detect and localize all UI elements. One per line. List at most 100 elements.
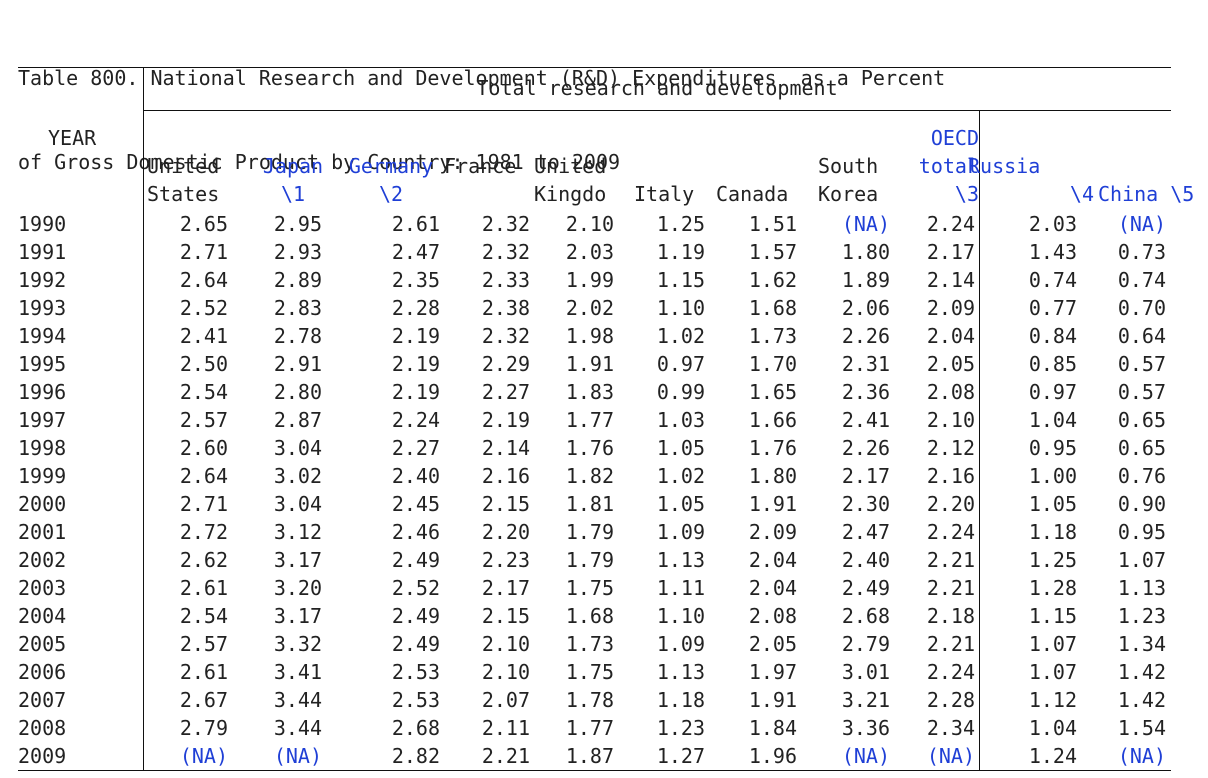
value-cell: 3.20 xyxy=(273,576,322,600)
value-cell: 0.99 xyxy=(656,380,705,404)
value-cell: 3.44 xyxy=(273,688,322,712)
value-cell: 1.80 xyxy=(841,240,890,264)
value-cell: 1.42 xyxy=(1117,660,1166,684)
value-cell: 1.42 xyxy=(1117,688,1166,712)
value-cell: 2.54 xyxy=(179,604,228,628)
na-link-cell[interactable]: (NA) xyxy=(926,744,975,768)
value-cell: 1.80 xyxy=(748,464,797,488)
column-header-8-line-2[interactable]: \3 xyxy=(954,182,979,206)
value-cell: 0.77 xyxy=(1028,296,1077,320)
table-row: 2002 2.62 3.17 2.49 2.23 1.79 1.13 2.04 2.40 2.21… xyxy=(0,546,1208,574)
table-row: 1995 2.50 2.91 2.19 2.29 1.91 0.97 1.70 2.31 2.05… xyxy=(0,350,1208,378)
na-link-cell[interactable]: (NA) xyxy=(841,212,890,236)
na-link-cell[interactable]: (NA) xyxy=(179,744,228,768)
value-cell: 0.70 xyxy=(1117,296,1166,320)
value-cell: 2.49 xyxy=(391,548,440,572)
value-cell: 1.05 xyxy=(1028,492,1077,516)
value-cell: 1.18 xyxy=(656,688,705,712)
value-cell: 2.10 xyxy=(565,212,614,236)
value-cell: 2.08 xyxy=(748,604,797,628)
na-link-cell[interactable]: (NA) xyxy=(273,744,322,768)
value-cell: 1.23 xyxy=(1117,604,1166,628)
value-cell: 2.91 xyxy=(273,352,322,376)
value-cell: 2.33 xyxy=(481,268,530,292)
value-cell: 1.73 xyxy=(748,324,797,348)
year-cell: 2000 xyxy=(18,492,67,516)
na-link-cell[interactable]: (NA) xyxy=(1117,212,1166,236)
year-cell: 1999 xyxy=(18,464,67,488)
value-cell: 2.04 xyxy=(926,324,975,348)
value-cell: 1.87 xyxy=(565,744,614,768)
column-header-5-line-1: Italy xyxy=(634,182,695,206)
value-cell: 1.75 xyxy=(565,576,614,600)
column-header-3-line-0: France xyxy=(444,154,517,178)
value-cell: 1.04 xyxy=(1028,408,1077,432)
value-cell: 2.12 xyxy=(926,436,975,460)
value-cell: 2.41 xyxy=(841,408,890,432)
value-cell: 1.28 xyxy=(1028,576,1077,600)
column-header-2-line-0[interactable]: Germany xyxy=(348,154,434,178)
year-cell: 2009 xyxy=(18,744,67,768)
value-cell: 1.79 xyxy=(565,548,614,572)
column-header-9-line-1[interactable]: \4 xyxy=(1069,182,1094,206)
value-cell: 2.10 xyxy=(481,632,530,656)
value-cell: 2.68 xyxy=(391,716,440,740)
year-cell: 2002 xyxy=(18,548,67,572)
value-cell: 2.19 xyxy=(391,380,440,404)
value-cell: 3.36 xyxy=(841,716,890,740)
value-cell: 2.32 xyxy=(481,324,530,348)
table-title: Table 800. National Research and Develop… xyxy=(18,8,945,204)
value-cell: 1.79 xyxy=(565,520,614,544)
value-cell: 2.57 xyxy=(179,632,228,656)
table-row: 2001 2.72 3.12 2.46 2.20 1.79 1.09 2.09 2.47 2.24… xyxy=(0,518,1208,546)
value-cell: 1.77 xyxy=(565,408,614,432)
value-cell: 2.27 xyxy=(391,436,440,460)
year-cell: 2003 xyxy=(18,576,67,600)
column-header-2-line-1[interactable]: \2 xyxy=(378,182,404,206)
table-row: 1991 2.71 2.93 2.47 2.32 2.03 1.19 1.57 1.80 2.17… xyxy=(0,238,1208,266)
bottom-rule xyxy=(18,770,1171,771)
table-row: 2008 2.79 3.44 2.68 2.11 1.77 1.23 1.84 3.36 2.34… xyxy=(0,714,1208,742)
value-cell: 2.49 xyxy=(391,604,440,628)
table-row: 1996 2.54 2.80 2.19 2.27 1.83 0.99 1.65 2.36 2.08… xyxy=(0,378,1208,406)
year-cell: 1992 xyxy=(18,268,67,292)
value-cell: 0.95 xyxy=(1117,520,1166,544)
column-header-10-line-1[interactable]: China \5 xyxy=(1098,182,1195,206)
column-header-8-line-0[interactable]: OECD xyxy=(930,126,979,150)
na-link-cell[interactable]: (NA) xyxy=(1117,744,1166,768)
value-cell: 2.49 xyxy=(841,576,890,600)
column-header-1-line-1[interactable]: \1 xyxy=(280,182,306,206)
value-cell: 2.67 xyxy=(179,688,228,712)
column-header-9-line-0[interactable]: Russia xyxy=(968,154,1041,178)
value-cell: 2.95 xyxy=(273,212,322,236)
value-cell: 2.72 xyxy=(179,520,228,544)
value-cell: 1.13 xyxy=(656,660,705,684)
value-cell: 2.11 xyxy=(481,716,530,740)
table-row: 1990 2.65 2.95 2.61 2.32 2.10 1.25 1.51 (NA) 2.24… xyxy=(0,210,1208,238)
year-cell: 1990 xyxy=(18,212,67,236)
value-cell: 2.49 xyxy=(391,632,440,656)
value-cell: 2.32 xyxy=(481,240,530,264)
value-cell: 2.24 xyxy=(391,408,440,432)
na-link-cell[interactable]: (NA) xyxy=(841,744,890,768)
value-cell: 2.36 xyxy=(841,380,890,404)
value-cell: 1.02 xyxy=(656,324,705,348)
table-row: 2006 2.61 3.41 2.53 2.10 1.75 1.13 1.97 3.01 2.24… xyxy=(0,658,1208,686)
year-cell: 1995 xyxy=(18,352,67,376)
value-cell: 1.78 xyxy=(565,688,614,712)
value-cell: 2.52 xyxy=(391,576,440,600)
year-cell: 1991 xyxy=(18,240,67,264)
value-cell: 2.15 xyxy=(481,604,530,628)
value-cell: 2.20 xyxy=(926,492,975,516)
column-header-8-line-1[interactable]: total xyxy=(918,154,979,178)
value-cell: 2.10 xyxy=(926,408,975,432)
value-cell: 2.03 xyxy=(1028,212,1077,236)
value-cell: 1.91 xyxy=(748,492,797,516)
column-header-1-line-0[interactable]: Japan xyxy=(262,154,324,178)
value-cell: 3.02 xyxy=(273,464,322,488)
value-cell: 2.83 xyxy=(273,296,322,320)
value-cell: 1.23 xyxy=(656,716,705,740)
value-cell: 1.19 xyxy=(656,240,705,264)
value-cell: 1.84 xyxy=(748,716,797,740)
value-cell: 2.14 xyxy=(481,436,530,460)
